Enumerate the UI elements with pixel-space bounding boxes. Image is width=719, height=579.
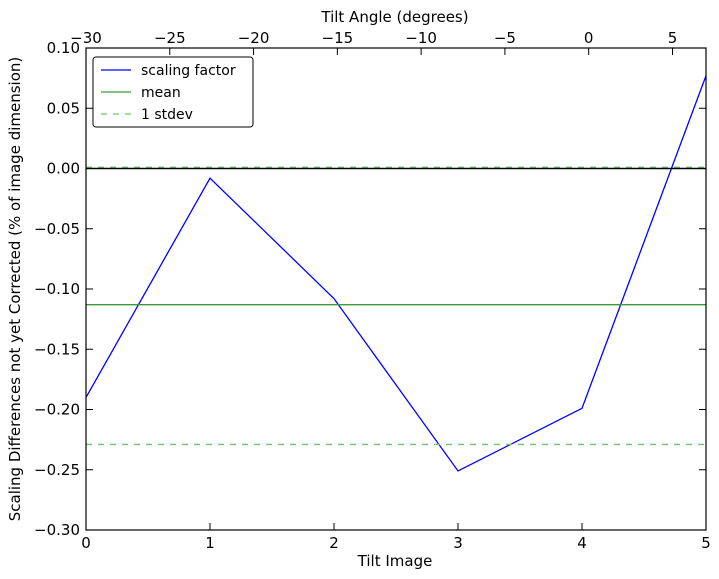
- y-tick-label-4: −0.10: [34, 280, 80, 298]
- y-axis-title: Scaling Differences not yet Corrected (%…: [6, 57, 24, 522]
- y-tick-label-8: −0.30: [34, 521, 80, 539]
- x-tick-label-5: 5: [701, 534, 711, 552]
- plot-layer: [85, 75, 707, 472]
- top-tick-label-1: −25: [154, 29, 186, 47]
- series-line-0: [85, 75, 707, 472]
- legend-label-1: mean: [141, 85, 181, 101]
- top-tick-label-4: −10: [405, 29, 437, 47]
- tick-layer: 0 1 2 3 4 5 −30 −25 −20 −15 −10 −5 0 5 0.10 0.05 0.00 −0.…: [34, 29, 711, 552]
- x-tick-label-1: 1: [205, 534, 215, 552]
- top-tick-label-0: −30: [70, 29, 102, 47]
- x-tick-label-0: 0: [81, 534, 91, 552]
- y-tick-label-1: 0.05: [47, 99, 80, 117]
- x-axis-title: Tilt Image: [357, 552, 433, 570]
- top-tick-label-3: −15: [322, 29, 354, 47]
- x-tick-label-3: 3: [453, 534, 463, 552]
- top-axis-title: Tilt Angle (degrees): [320, 8, 468, 26]
- legend-label-0: scaling factor: [141, 63, 236, 79]
- x-tick-label-4: 4: [577, 534, 587, 552]
- top-tick-label-7: 5: [668, 29, 678, 47]
- top-tick-label-2: −20: [238, 29, 270, 47]
- y-tick-label-5: −0.15: [34, 340, 80, 358]
- y-tick-label-0: 0.10: [47, 39, 80, 57]
- top-tick-label-5: −5: [494, 29, 516, 47]
- legend: scaling factor mean 1 stdev: [92, 56, 254, 128]
- y-tick-label-7: −0.25: [34, 461, 80, 479]
- y-tick-label-6: −0.20: [34, 401, 80, 419]
- legend-box: [92, 56, 254, 128]
- top-tick-label-6: 0: [584, 29, 594, 47]
- x-tick-label-2: 2: [329, 534, 339, 552]
- y-tick-label-3: −0.05: [34, 220, 80, 238]
- legend-label-2: 1 stdev: [141, 107, 193, 123]
- y-tick-label-2: 0.00: [47, 160, 80, 178]
